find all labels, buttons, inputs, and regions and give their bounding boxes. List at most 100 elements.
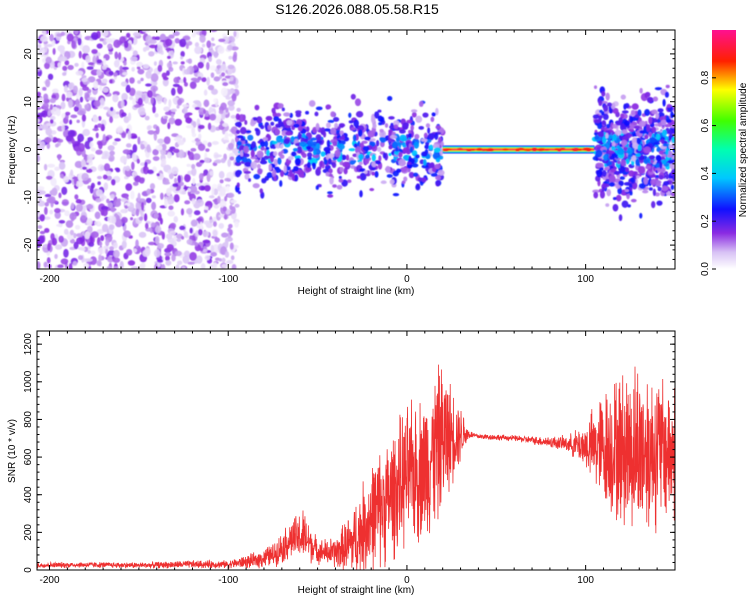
spectral-cell xyxy=(59,56,68,62)
y-tick-label: 20 xyxy=(23,48,34,60)
spectral-cell xyxy=(369,187,375,192)
spectral-cell xyxy=(619,144,623,148)
spectral-cell xyxy=(184,200,191,205)
spectral-cell xyxy=(136,61,143,67)
spectral-cell xyxy=(209,219,214,223)
spectral-cell xyxy=(443,148,450,151)
spectral-cell xyxy=(645,165,651,170)
spectral-cell xyxy=(375,160,382,165)
spectral-cell xyxy=(213,76,221,82)
spectral-cell xyxy=(219,187,226,196)
spectral-cell xyxy=(167,210,175,217)
spectral-cell xyxy=(224,131,229,139)
spectral-cell xyxy=(38,235,45,244)
spectral-cell xyxy=(44,227,50,233)
spectral-cell xyxy=(322,131,327,138)
spectral-cell xyxy=(637,109,642,117)
spectral-cell xyxy=(130,217,134,221)
spectral-cell xyxy=(593,191,599,199)
spectral-cell xyxy=(91,49,98,55)
spectral-cell xyxy=(648,178,652,187)
spectral-cell xyxy=(194,46,202,55)
colorbar-tick-label: 0.2 xyxy=(700,214,711,228)
spectral-cell xyxy=(47,110,51,117)
spectral-cell xyxy=(353,143,358,148)
spectral-cell xyxy=(58,192,62,199)
spectral-cell xyxy=(270,121,275,126)
spectral-cell xyxy=(145,70,152,79)
spectral-cell xyxy=(102,134,106,143)
spectral-cell xyxy=(93,80,99,90)
spectral-cell xyxy=(608,182,615,187)
spectral-cell xyxy=(265,149,270,156)
spectral-cell xyxy=(289,112,293,119)
spectral-cell xyxy=(600,100,608,105)
spectral-cell xyxy=(86,66,94,70)
spectrogram-marks xyxy=(37,30,675,269)
spectral-cell xyxy=(180,208,185,216)
spectral-cell xyxy=(47,73,54,81)
spectral-cell xyxy=(618,214,623,222)
spectral-cell xyxy=(43,261,48,268)
y-tick-label: 10 xyxy=(23,96,34,108)
spectral-cell xyxy=(135,208,140,217)
spectral-cell xyxy=(84,140,92,150)
spectral-cell xyxy=(44,206,48,215)
spectral-cell xyxy=(39,230,46,235)
spectral-cell xyxy=(111,216,117,225)
spectral-cell xyxy=(70,114,78,119)
spectral-cell xyxy=(407,163,413,169)
spectral-cell xyxy=(68,99,73,109)
spectral-cell xyxy=(65,220,74,228)
spectral-cell xyxy=(299,133,303,139)
spectral-cell xyxy=(375,140,380,147)
spectral-cell xyxy=(389,124,396,130)
spectral-cell xyxy=(187,58,193,64)
spectral-cell xyxy=(137,68,145,75)
spectral-cell xyxy=(229,156,235,161)
spectral-cell xyxy=(37,91,41,97)
spectral-cell xyxy=(169,146,176,150)
spectral-cell xyxy=(234,161,242,167)
spectral-cell xyxy=(132,98,136,106)
spectral-cell xyxy=(212,221,217,227)
spectral-cell xyxy=(211,141,219,145)
spectral-cell xyxy=(148,44,157,49)
spectral-cell xyxy=(307,156,313,161)
spectral-cell xyxy=(596,169,603,178)
spectral-cell xyxy=(284,125,291,129)
spectral-cell xyxy=(157,242,165,249)
spectral-cell xyxy=(202,109,206,114)
spectral-cell xyxy=(131,135,138,139)
spectral-cell xyxy=(156,44,163,54)
spectral-cell xyxy=(327,191,333,195)
spectral-cell xyxy=(207,142,212,148)
snr-x-ticks: -200 -100 0 100 xyxy=(40,331,676,586)
spectral-cell xyxy=(110,106,114,112)
y-tick-label: 400 xyxy=(23,486,34,503)
spectral-cell xyxy=(204,184,211,192)
spectral-cell xyxy=(229,204,233,211)
spectral-cell xyxy=(77,110,86,116)
spectral-cell xyxy=(650,159,654,164)
spectral-cell xyxy=(232,54,237,63)
spectral-cell xyxy=(624,132,632,139)
spectral-cell xyxy=(186,207,193,215)
spectral-cell xyxy=(164,198,168,208)
spectral-cell xyxy=(181,190,187,195)
spectral-cell xyxy=(330,111,336,118)
spectral-cell xyxy=(228,55,233,60)
spectral-cell xyxy=(210,30,218,33)
spectral-cell xyxy=(228,104,235,111)
spectral-cell xyxy=(299,141,307,147)
spectral-cell xyxy=(557,149,562,152)
spectral-cell xyxy=(74,194,79,200)
spectral-cell xyxy=(46,257,51,264)
spectral-cell xyxy=(142,94,146,102)
spectral-cell xyxy=(190,147,197,152)
spectral-cell xyxy=(37,44,42,49)
spectral-cell xyxy=(121,240,127,249)
spectral-cell xyxy=(384,123,389,128)
spectral-cell xyxy=(399,167,408,173)
spectral-cell xyxy=(243,170,251,174)
